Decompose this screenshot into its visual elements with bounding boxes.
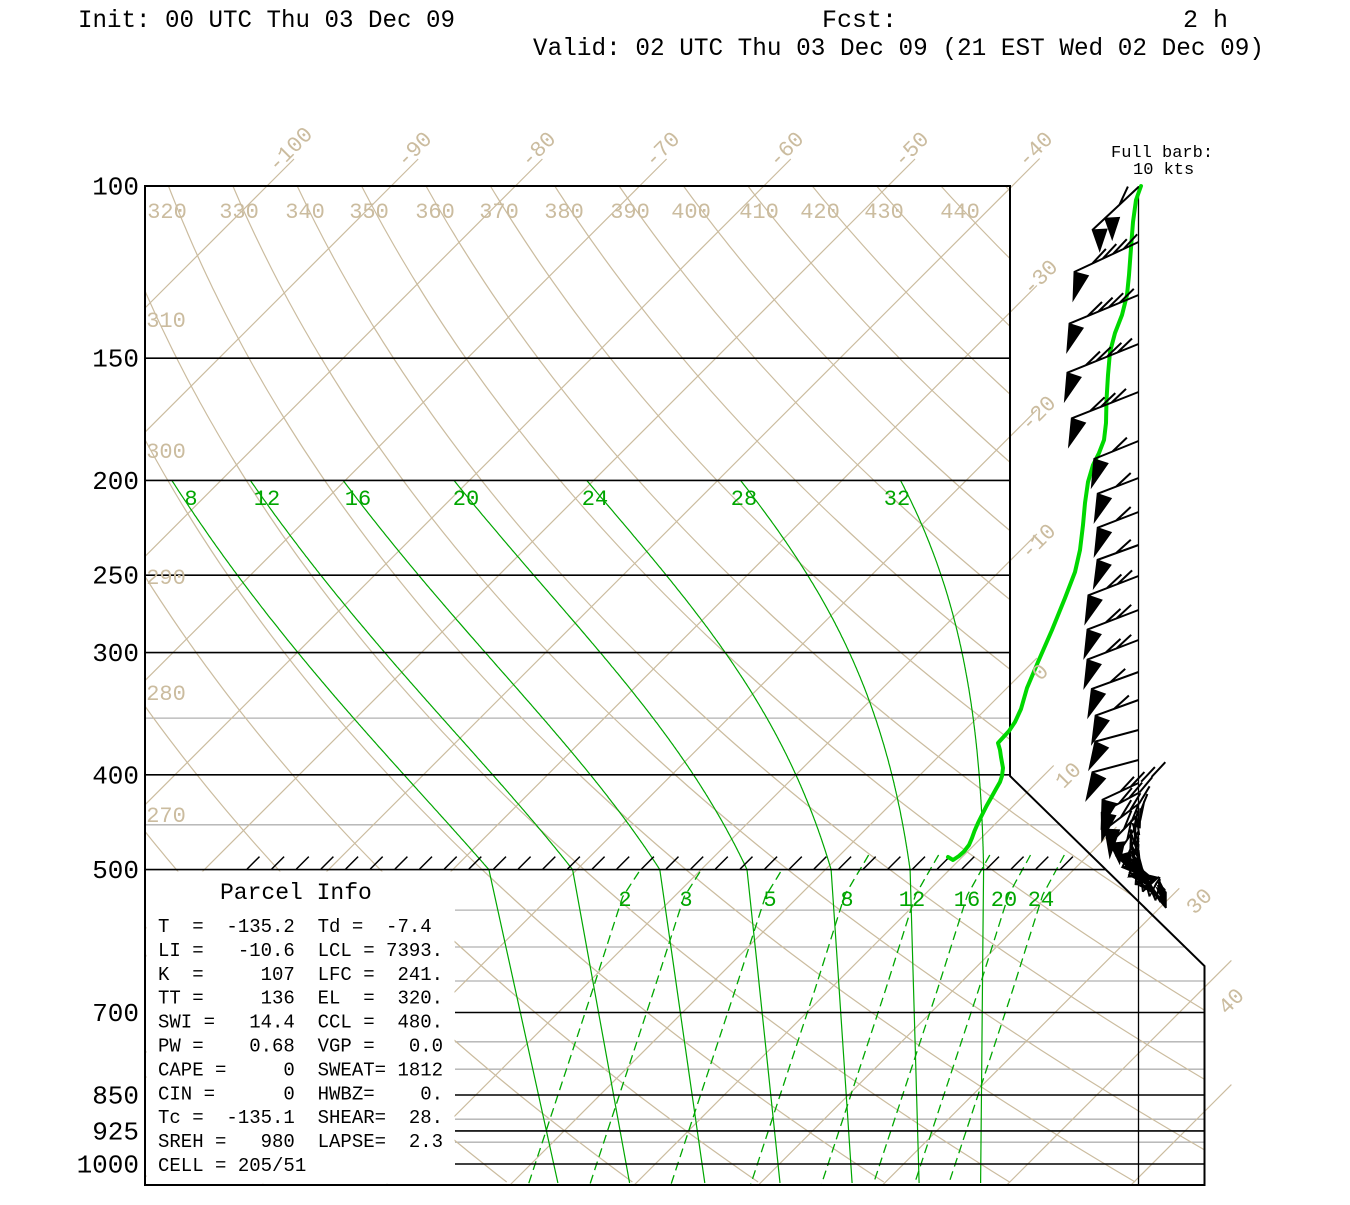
svg-text:SREH = 980 LAPSE= 2.3: SREH = 980 LAPSE= 2.3 <box>158 1131 443 1153</box>
svg-text:150: 150 <box>92 345 139 375</box>
svg-text:32: 32 <box>884 487 910 512</box>
svg-text:3: 3 <box>679 888 692 913</box>
svg-text:24: 24 <box>1028 888 1054 913</box>
svg-text:400: 400 <box>671 200 711 225</box>
svg-text:16: 16 <box>345 487 371 512</box>
svg-text:200: 200 <box>92 467 139 497</box>
svg-text:400: 400 <box>92 761 139 791</box>
svg-text:20: 20 <box>453 487 479 512</box>
svg-text:290: 290 <box>146 566 186 591</box>
svg-text:Parcel Info: Parcel Info <box>220 880 372 906</box>
svg-text:340: 340 <box>285 200 325 225</box>
svg-text:T = -135.2 Td = -7.4: T = -135.2 Td = -7.4 <box>158 916 432 938</box>
svg-text:K = 107 LFC = 241.: K = 107 LFC = 241. <box>158 964 443 986</box>
svg-text:430: 430 <box>864 200 904 225</box>
svg-text:Full barb:: Full barb: <box>1111 144 1213 163</box>
svg-text:250: 250 <box>92 562 139 592</box>
svg-text:Fcst:: Fcst: <box>822 6 897 35</box>
svg-text:390: 390 <box>610 200 650 225</box>
svg-text:CAPE = 0 SWEAT= 1812: CAPE = 0 SWEAT= 1812 <box>158 1059 443 1081</box>
svg-text:360: 360 <box>415 200 455 225</box>
svg-text:16: 16 <box>954 888 980 913</box>
svg-text:SWI = 14.4 CCL = 480.: SWI = 14.4 CCL = 480. <box>158 1012 443 1034</box>
svg-text:370: 370 <box>479 200 519 225</box>
svg-text:12: 12 <box>254 487 280 512</box>
svg-text:300: 300 <box>92 639 139 669</box>
svg-text:440: 440 <box>940 200 980 225</box>
svg-text:2 h: 2 h <box>1183 6 1228 35</box>
svg-text:320: 320 <box>147 200 187 225</box>
svg-text:500: 500 <box>92 856 139 886</box>
svg-text:CELL = 205/51: CELL = 205/51 <box>158 1155 306 1177</box>
svg-text:20: 20 <box>991 888 1017 913</box>
svg-text:310: 310 <box>146 309 186 334</box>
svg-text:410: 410 <box>739 200 779 225</box>
svg-text:270: 270 <box>146 804 186 829</box>
svg-text:380: 380 <box>544 200 584 225</box>
svg-text:PW = 0.68 VGP = 0.0: PW = 0.68 VGP = 0.0 <box>158 1036 443 1058</box>
svg-text:850: 850 <box>92 1081 139 1111</box>
svg-text:300: 300 <box>146 440 186 465</box>
svg-text:LI = -10.6 LCL = 7393.: LI = -10.6 LCL = 7393. <box>158 940 443 962</box>
svg-text:925: 925 <box>92 1117 139 1147</box>
svg-text:2: 2 <box>618 888 631 913</box>
svg-text:700: 700 <box>92 999 139 1029</box>
svg-text:CIN = 0 HWBZ= 0.: CIN = 0 HWBZ= 0. <box>158 1083 443 1105</box>
svg-text:Tc = -135.1 SHEAR= 28.: Tc = -135.1 SHEAR= 28. <box>158 1107 443 1129</box>
svg-text:100: 100 <box>92 173 139 203</box>
svg-text:350: 350 <box>349 200 389 225</box>
svg-text:28: 28 <box>731 487 757 512</box>
svg-text:1000: 1000 <box>77 1151 139 1181</box>
svg-text:8: 8 <box>184 487 197 512</box>
svg-text:5: 5 <box>763 888 776 913</box>
svg-text:TT = 136 EL = 320.: TT = 136 EL = 320. <box>158 988 443 1010</box>
svg-text:10 kts: 10 kts <box>1133 161 1194 180</box>
svg-text:280: 280 <box>146 682 186 707</box>
svg-text:330: 330 <box>219 200 259 225</box>
svg-text:Init: 00 UTC Thu 03 Dec 09: Init: 00 UTC Thu 03 Dec 09 <box>78 6 455 35</box>
svg-text:Valid: 02 UTC Thu 03 Dec 09 (2: Valid: 02 UTC Thu 03 Dec 09 (21 EST Wed … <box>533 34 1264 63</box>
svg-text:24: 24 <box>582 487 608 512</box>
svg-text:420: 420 <box>800 200 840 225</box>
svg-text:8: 8 <box>840 888 853 913</box>
svg-text:12: 12 <box>899 888 925 913</box>
